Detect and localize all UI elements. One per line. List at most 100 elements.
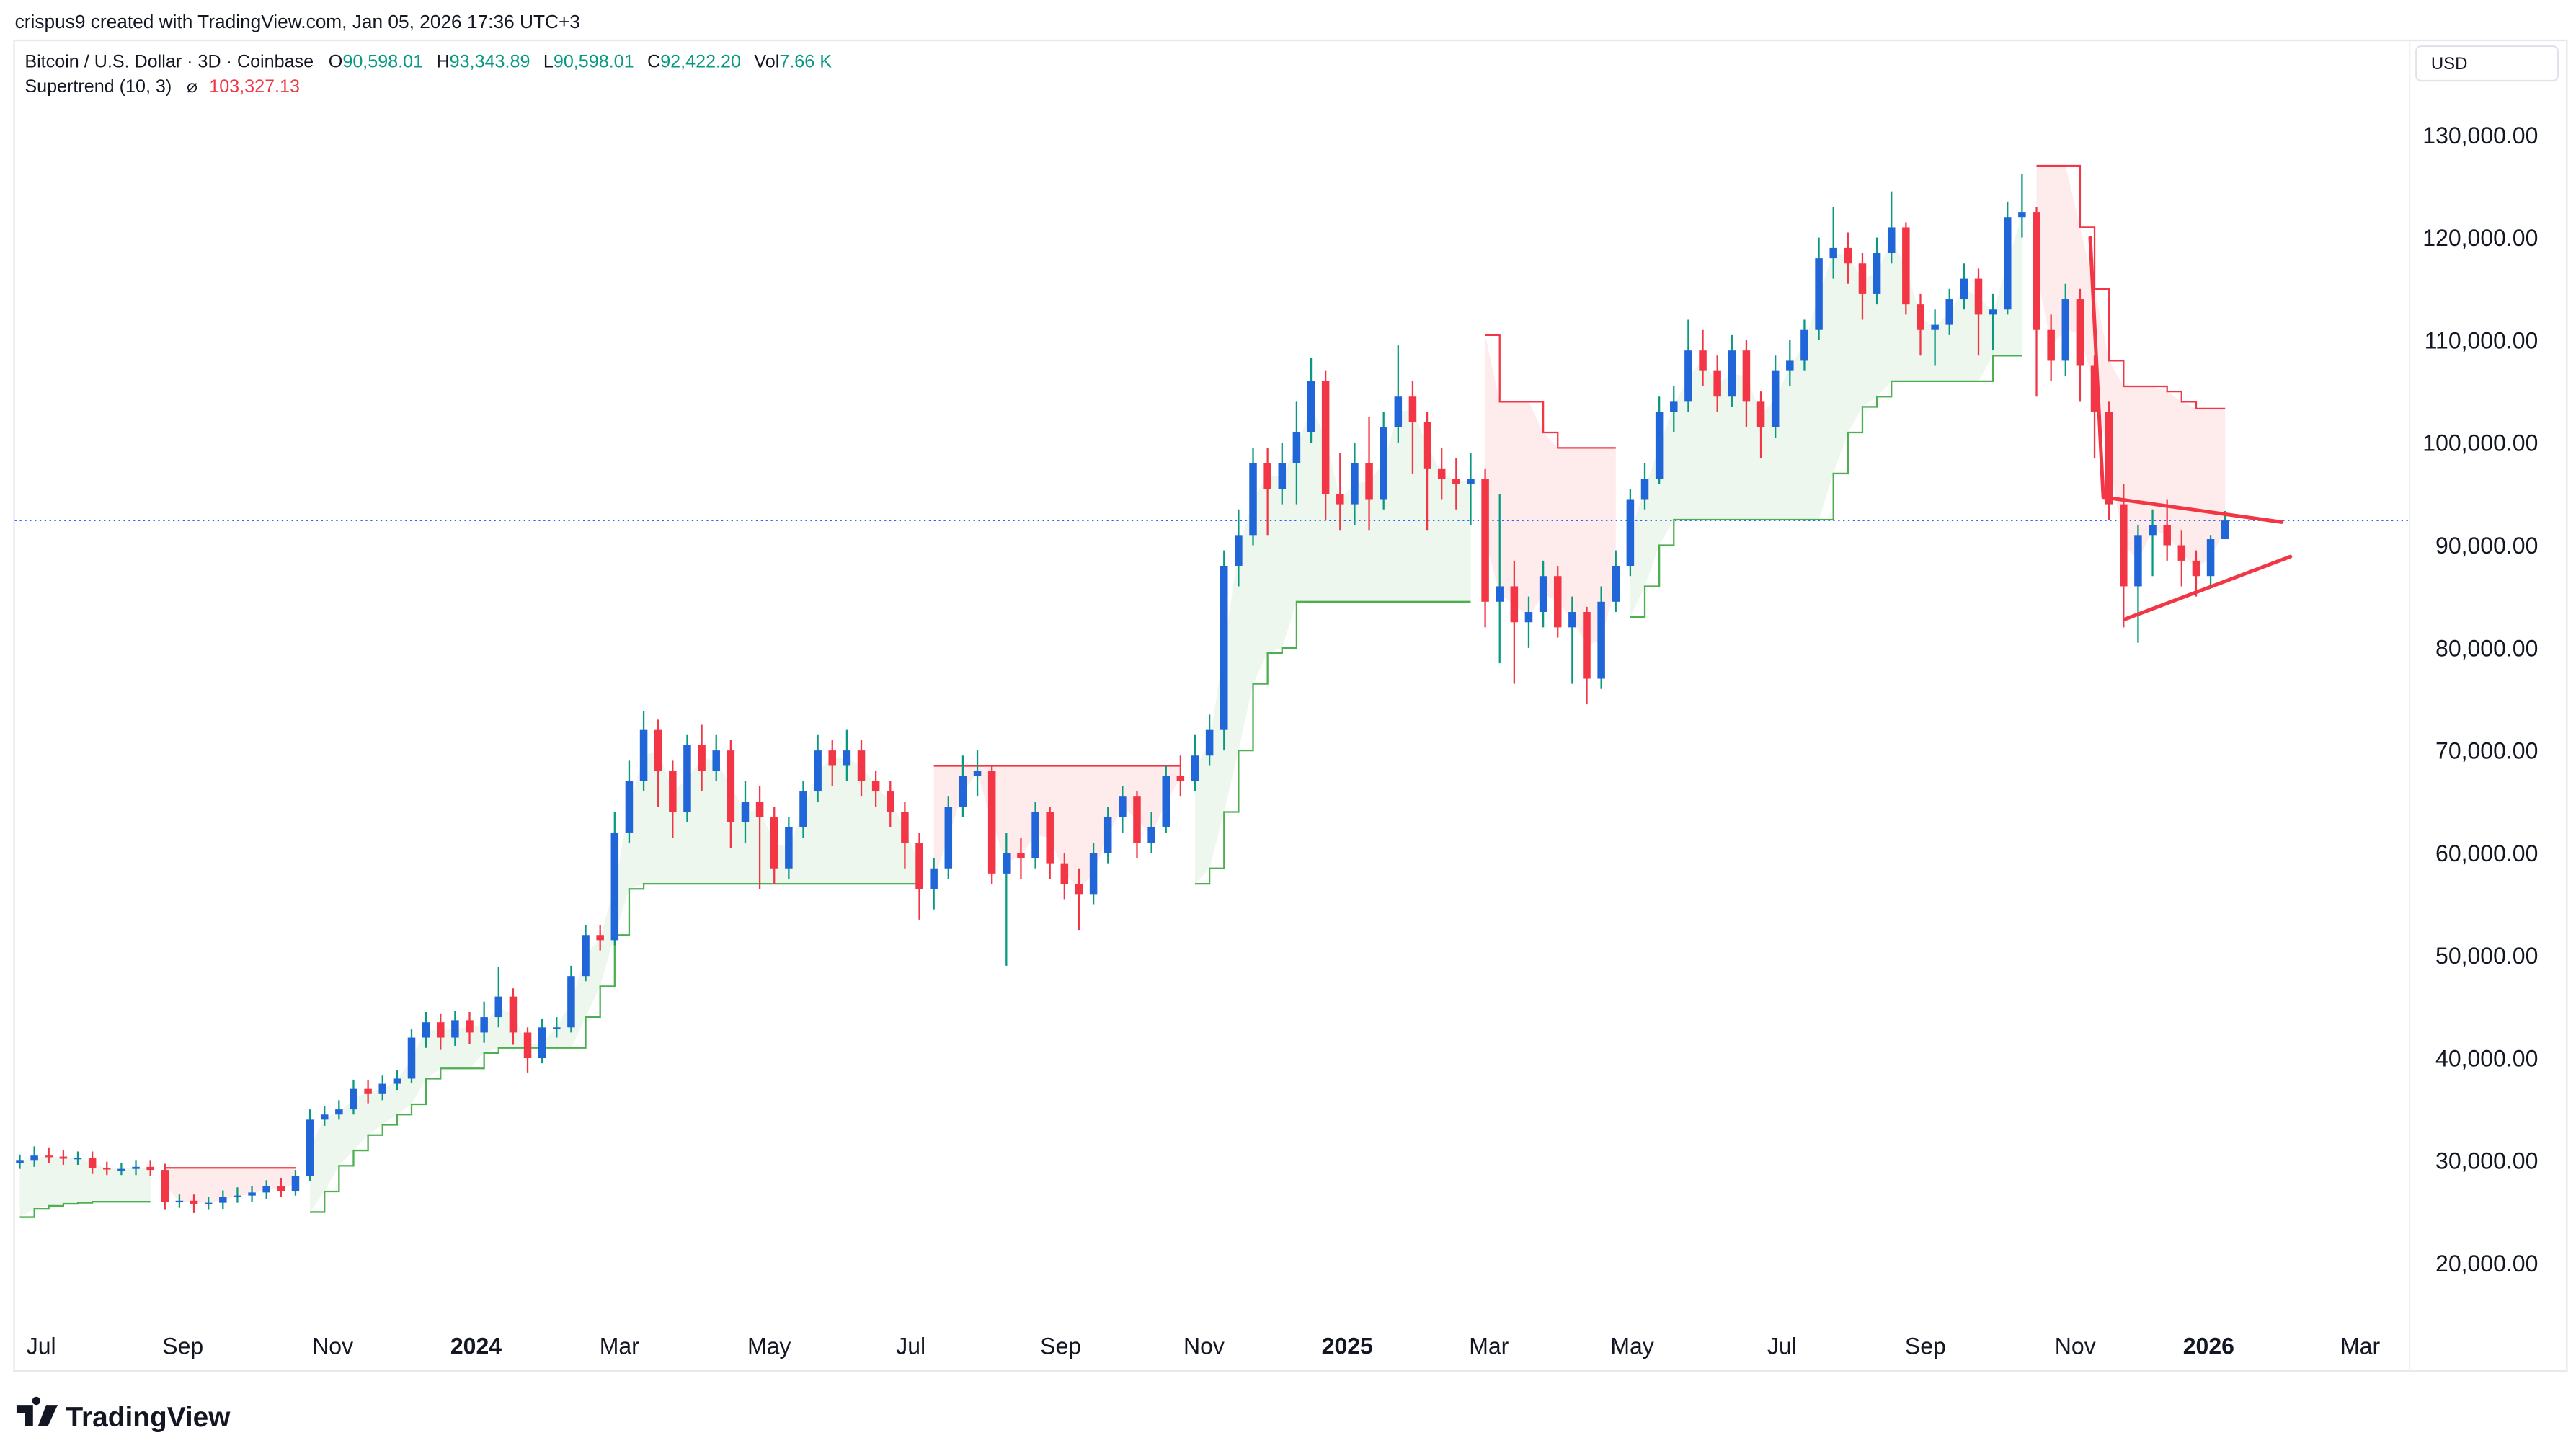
- candle-down[interactable]: [857, 740, 866, 797]
- candle-down[interactable]: [146, 1160, 154, 1176]
- candle-up[interactable]: [930, 858, 938, 910]
- candle-up[interactable]: [132, 1160, 140, 1176]
- candle-up[interactable]: [1597, 586, 1605, 689]
- candle-up[interactable]: [480, 1001, 488, 1043]
- candle-up[interactable]: [785, 817, 793, 879]
- candle-down[interactable]: [45, 1147, 53, 1163]
- candle-down[interactable]: [901, 802, 909, 869]
- candle-up[interactable]: [175, 1194, 184, 1208]
- candle-up[interactable]: [1119, 786, 1127, 833]
- candle-down[interactable]: [828, 740, 837, 786]
- candle-down[interactable]: [1481, 468, 1489, 628]
- candle-down[interactable]: [1176, 755, 1185, 797]
- candle-up[interactable]: [1031, 802, 1039, 869]
- candle-up[interactable]: [1800, 319, 1808, 371]
- candle-down[interactable]: [190, 1194, 198, 1213]
- candle-down[interactable]: [727, 740, 735, 848]
- candle-down[interactable]: [437, 1013, 445, 1050]
- candle-down[interactable]: [915, 832, 923, 920]
- candle-up[interactable]: [1524, 596, 1533, 648]
- candle-up[interactable]: [378, 1075, 386, 1101]
- candle-up[interactable]: [1191, 734, 1199, 792]
- candle-up[interactable]: [610, 812, 619, 946]
- trend-line-drawing[interactable]: [2101, 495, 2284, 524]
- candle-up[interactable]: [262, 1180, 270, 1199]
- candle-up[interactable]: [1568, 596, 1576, 684]
- candle-up[interactable]: [2206, 535, 2215, 587]
- candle-down[interactable]: [1974, 268, 1983, 356]
- candle-down[interactable]: [669, 760, 677, 838]
- candle-up[interactable]: [1249, 448, 1257, 546]
- candle-up[interactable]: [1612, 550, 1620, 613]
- candle-up[interactable]: [1670, 386, 1678, 433]
- candle-up[interactable]: [683, 734, 691, 822]
- candle-up[interactable]: [1684, 319, 1692, 412]
- candle-down[interactable]: [1699, 329, 1707, 386]
- candle-up[interactable]: [219, 1190, 227, 1209]
- candle-up[interactable]: [1467, 453, 1475, 525]
- candle-up[interactable]: [248, 1186, 256, 1202]
- candle-down[interactable]: [698, 724, 706, 792]
- candle-down[interactable]: [1321, 370, 1330, 520]
- candle-up[interactable]: [625, 760, 634, 843]
- time-axis[interactable]: Jul Sep Nov 2024 Mar May Jul Sep Nov 2025 Mar May Ju…: [27, 1333, 2381, 1359]
- candle-down[interactable]: [1075, 868, 1083, 931]
- candle-up[interactable]: [1162, 765, 1170, 833]
- candle-up[interactable]: [1640, 463, 1649, 510]
- candle-down[interactable]: [1583, 606, 1591, 705]
- candle-up[interactable]: [582, 925, 590, 982]
- candle-down[interactable]: [1917, 293, 1924, 356]
- candle-down[interactable]: [1017, 838, 1025, 879]
- candle-down[interactable]: [1756, 391, 1765, 458]
- candle-down[interactable]: [59, 1150, 68, 1165]
- candle-down[interactable]: [1060, 853, 1069, 900]
- candle-down[interactable]: [2076, 288, 2084, 402]
- candle-up[interactable]: [959, 755, 967, 817]
- candle-down[interactable]: [2163, 499, 2171, 561]
- candle-up[interactable]: [712, 734, 720, 781]
- candle-down[interactable]: [2192, 550, 2200, 597]
- candle-up[interactable]: [30, 1146, 38, 1167]
- candle-down[interactable]: [1365, 417, 1373, 531]
- candle-down[interactable]: [1423, 412, 1431, 531]
- candle-down[interactable]: [1263, 448, 1271, 536]
- candle-down[interactable]: [523, 1027, 532, 1073]
- candle-down[interactable]: [2177, 530, 2186, 587]
- candle-up[interactable]: [553, 1017, 561, 1038]
- candle-down[interactable]: [770, 807, 778, 884]
- candle-up[interactable]: [814, 734, 822, 802]
- candle-up[interactable]: [1147, 812, 1155, 853]
- candle-up[interactable]: [1496, 494, 1504, 664]
- candle-up[interactable]: [422, 1011, 430, 1048]
- candle-down[interactable]: [1902, 222, 1910, 315]
- candle-up[interactable]: [1003, 832, 1011, 966]
- candle-up[interactable]: [1931, 309, 1939, 366]
- candle-down[interactable]: [161, 1163, 169, 1210]
- candle-up[interactable]: [234, 1187, 241, 1203]
- candle-up[interactable]: [320, 1106, 329, 1126]
- candle-up[interactable]: [291, 1170, 300, 1196]
- candle-up[interactable]: [494, 967, 503, 1028]
- candle-down[interactable]: [1553, 565, 1562, 638]
- candle-up[interactable]: [1786, 339, 1794, 386]
- candle-down[interactable]: [987, 765, 996, 884]
- candle-up[interactable]: [1103, 807, 1112, 864]
- candle-down[interactable]: [2047, 314, 2055, 381]
- candle-up[interactable]: [538, 1018, 546, 1064]
- candle-up[interactable]: [1728, 334, 1736, 407]
- candle-up[interactable]: [799, 781, 807, 838]
- candle-up[interactable]: [1945, 288, 1953, 335]
- candle-up[interactable]: [1351, 443, 1359, 525]
- indicator-legend[interactable]: Supertrend (10, 3) ⌀ 103,327.13: [25, 76, 300, 97]
- candle-down[interactable]: [755, 786, 764, 889]
- trend-line-drawing[interactable]: [2123, 554, 2293, 621]
- eye-slash-icon[interactable]: ⌀: [187, 76, 197, 97]
- candle-up[interactable]: [944, 796, 953, 879]
- currency-button[interactable]: [2415, 45, 2559, 82]
- candle-down[interactable]: [1742, 339, 1751, 427]
- price-axis[interactable]: 130,000.00 120,000.00 110,000.00 100,000.00…: [2422, 123, 2538, 1277]
- candle-down[interactable]: [1336, 453, 1344, 531]
- candle-up[interactable]: [335, 1100, 343, 1120]
- candle-up[interactable]: [16, 1154, 24, 1169]
- candle-down[interactable]: [2120, 484, 2128, 628]
